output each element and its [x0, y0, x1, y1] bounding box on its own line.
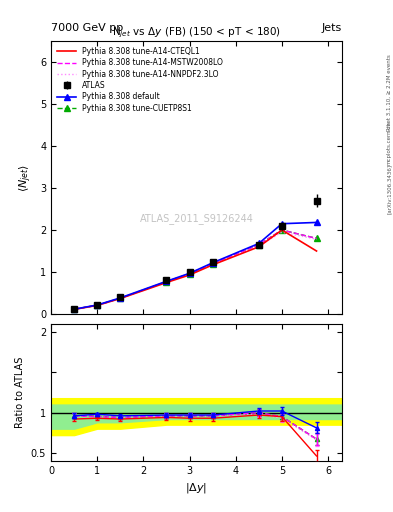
Pythia 8.308 tune-A14-NNPDF2.3LO	[210, 261, 215, 267]
Y-axis label: $\langle N_{jet}\rangle$: $\langle N_{jet}\rangle$	[18, 163, 35, 191]
Pythia 8.308 tune-A14-NNPDF2.3LO	[95, 302, 99, 308]
Pythia 8.308 tune-A14-MSTW2008LO	[210, 261, 215, 267]
Pythia 8.308 tune-A14-MSTW2008LO	[314, 236, 319, 242]
X-axis label: |$\Delta y$|: |$\Delta y$|	[185, 481, 208, 495]
Pythia 8.308 tune-A14-CTEQL1	[210, 262, 215, 268]
Pythia 8.308 tune-A14-CTEQL1	[164, 280, 169, 286]
Pythia 8.308 tune-A14-CTEQL1	[118, 295, 123, 302]
Text: [arXiv:1306.3436]: [arXiv:1306.3436]	[387, 164, 391, 215]
Line: Pythia 8.308 tune-A14-CTEQL1: Pythia 8.308 tune-A14-CTEQL1	[74, 230, 316, 309]
Text: 7000 GeV pp: 7000 GeV pp	[51, 23, 123, 33]
Pythia 8.308 tune-A14-CTEQL1	[187, 272, 192, 278]
Pythia 8.308 tune-A14-CTEQL1	[314, 248, 319, 254]
Pythia 8.308 tune-A14-MSTW2008LO	[118, 295, 123, 302]
Pythia 8.308 tune-A14-NNPDF2.3LO	[187, 271, 192, 277]
Pythia 8.308 tune-A14-CTEQL1	[257, 244, 261, 250]
Pythia 8.308 tune-A14-CTEQL1	[279, 227, 284, 233]
Y-axis label: Ratio to ATLAS: Ratio to ATLAS	[15, 357, 25, 428]
Line: Pythia 8.308 tune-A14-MSTW2008LO: Pythia 8.308 tune-A14-MSTW2008LO	[74, 230, 316, 309]
Pythia 8.308 tune-A14-MSTW2008LO	[164, 279, 169, 285]
Pythia 8.308 tune-A14-MSTW2008LO	[187, 271, 192, 277]
Pythia 8.308 tune-A14-MSTW2008LO	[95, 302, 99, 308]
Pythia 8.308 tune-A14-NNPDF2.3LO	[279, 229, 284, 235]
Pythia 8.308 tune-A14-NNPDF2.3LO	[72, 306, 77, 312]
Text: Jets: Jets	[321, 23, 342, 33]
Pythia 8.308 tune-A14-CTEQL1	[95, 303, 99, 309]
Pythia 8.308 tune-A14-MSTW2008LO	[72, 306, 77, 312]
Title: N$_{jet}$ vs $\Delta y$ (FB) (150 < pT < 180): N$_{jet}$ vs $\Delta y$ (FB) (150 < pT <…	[112, 26, 281, 40]
Pythia 8.308 tune-A14-CTEQL1	[72, 306, 77, 312]
Text: Rivet 3.1.10, ≥ 2.2M events: Rivet 3.1.10, ≥ 2.2M events	[387, 54, 391, 131]
Pythia 8.308 tune-A14-MSTW2008LO	[279, 227, 284, 233]
Pythia 8.308 tune-A14-MSTW2008LO	[257, 242, 261, 248]
Legend: Pythia 8.308 tune-A14-CTEQL1, Pythia 8.308 tune-A14-MSTW2008LO, Pythia 8.308 tun: Pythia 8.308 tune-A14-CTEQL1, Pythia 8.3…	[55, 45, 226, 115]
Text: ATLAS_2011_S9126244: ATLAS_2011_S9126244	[140, 213, 253, 224]
Pythia 8.308 tune-A14-NNPDF2.3LO	[164, 279, 169, 285]
Pythia 8.308 tune-A14-NNPDF2.3LO	[314, 236, 319, 242]
Pythia 8.308 tune-A14-NNPDF2.3LO	[118, 295, 123, 302]
Line: Pythia 8.308 tune-A14-NNPDF2.3LO: Pythia 8.308 tune-A14-NNPDF2.3LO	[74, 232, 316, 309]
Pythia 8.308 tune-A14-NNPDF2.3LO	[257, 243, 261, 249]
Text: mcplots.cern.ch: mcplots.cern.ch	[387, 121, 391, 165]
